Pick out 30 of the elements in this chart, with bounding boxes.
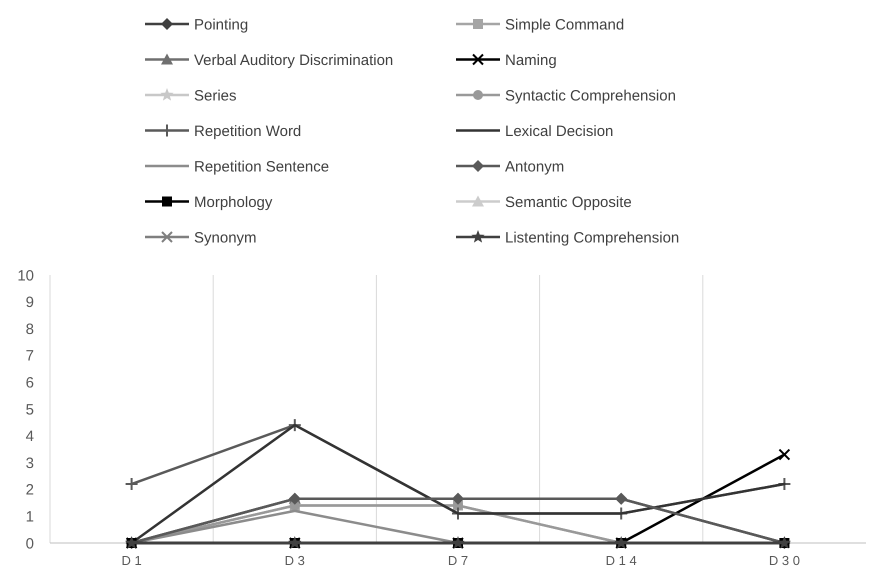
legend-label: Repetition Sentence [194, 158, 330, 176]
y-tick-label: 2 [26, 482, 34, 499]
legend-label: Morphology [194, 194, 273, 211]
legend-label: Synonym [194, 229, 257, 246]
y-tick-label: 7 [26, 348, 34, 365]
legend-label: Series [194, 87, 237, 104]
x-tick-label: D 1 4 [606, 553, 637, 568]
y-tick-label: 10 [17, 267, 34, 284]
legend-label: Verbal Auditory Discrimination [194, 52, 394, 69]
legend-label: Antonym [505, 158, 564, 176]
y-tick-label: 8 [26, 320, 34, 338]
legend-label: Syntactic Comprehension [505, 87, 676, 104]
legend-label: Semantic Opposite [505, 194, 632, 211]
legend-label: Listenting Comprehension [505, 229, 680, 246]
legend-label: Pointing [194, 16, 248, 34]
y-tick-label: 0 [26, 535, 34, 552]
legend-label: Naming [505, 52, 557, 69]
y-tick-label: 9 [26, 294, 34, 312]
x-tick-label: D 1 [121, 553, 142, 568]
legend-label: Simple Command [505, 16, 624, 34]
y-tick-label: 6 [26, 374, 34, 392]
legend-label: Repetition Word [194, 122, 302, 140]
y-tick-label: 4 [26, 428, 34, 446]
y-tick-label: 3 [26, 454, 34, 472]
x-tick-label: D 3 [284, 553, 305, 568]
y-tick-label: 1 [26, 508, 34, 526]
x-tick-label: D 3 0 [768, 553, 800, 568]
y-tick-label: 5 [26, 401, 34, 418]
x-tick-label: D 7 [448, 553, 468, 568]
legend-label: Lexical Decision [505, 122, 614, 140]
